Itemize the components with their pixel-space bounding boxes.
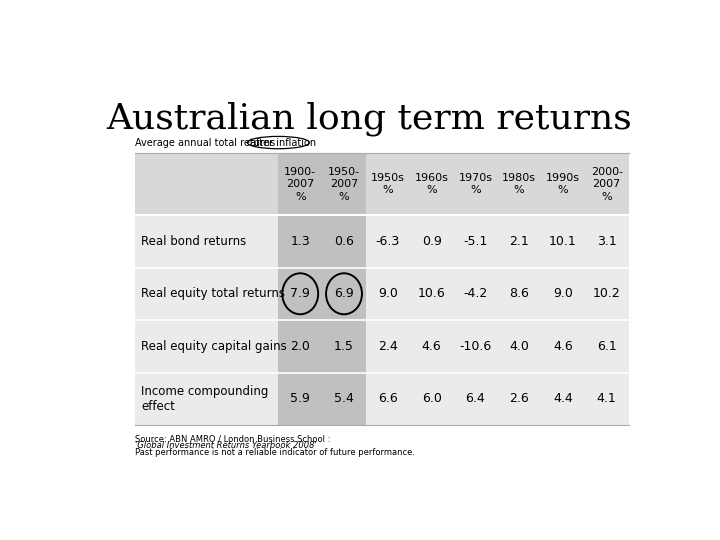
Text: 6.9: 6.9	[334, 287, 354, 300]
Text: 4.0: 4.0	[509, 340, 529, 353]
Text: 0.6: 0.6	[334, 235, 354, 248]
Text: Real equity capital gains: Real equity capital gains	[141, 340, 287, 353]
Text: 6.6: 6.6	[378, 393, 397, 406]
FancyBboxPatch shape	[135, 153, 629, 215]
Text: 8.6: 8.6	[509, 287, 529, 300]
Text: 2000-
2007
%: 2000- 2007 %	[590, 167, 623, 201]
Text: 'Global Investment Returns Yearbook 2008': 'Global Investment Returns Yearbook 2008…	[135, 441, 317, 450]
Text: Income compounding
effect: Income compounding effect	[141, 385, 269, 413]
Text: -6.3: -6.3	[376, 235, 400, 248]
Text: Real bond returns: Real bond returns	[141, 235, 246, 248]
Text: 5.4: 5.4	[334, 393, 354, 406]
Text: 10.6: 10.6	[418, 287, 446, 300]
Text: 7.9: 7.9	[290, 287, 310, 300]
Text: 9.0: 9.0	[553, 287, 573, 300]
Text: Source: ABN AMRO / London Business School :: Source: ABN AMRO / London Business Schoo…	[135, 434, 330, 443]
Text: 4.4: 4.4	[553, 393, 573, 406]
FancyBboxPatch shape	[135, 215, 629, 425]
Text: 10.2: 10.2	[593, 287, 621, 300]
Text: 9.0: 9.0	[378, 287, 397, 300]
Text: 3.1: 3.1	[597, 235, 616, 248]
FancyBboxPatch shape	[279, 153, 322, 425]
Text: 1960s
%: 1960s %	[415, 173, 449, 195]
Text: 4.6: 4.6	[422, 340, 441, 353]
Text: 1990s
%: 1990s %	[546, 173, 580, 195]
Text: after inflation: after inflation	[251, 138, 317, 149]
Text: 2.6: 2.6	[509, 393, 529, 406]
Text: -5.1: -5.1	[463, 235, 487, 248]
Text: 1950-
2007
%: 1950- 2007 %	[328, 167, 360, 201]
Text: 1900-
2007
%: 1900- 2007 %	[284, 167, 316, 201]
Text: Average annual total returns: Average annual total returns	[135, 138, 275, 149]
Text: -4.2: -4.2	[463, 287, 487, 300]
Text: 2.4: 2.4	[378, 340, 397, 353]
Text: 1.3: 1.3	[290, 235, 310, 248]
Text: -10.6: -10.6	[459, 340, 492, 353]
Text: 1970s
%: 1970s %	[459, 173, 492, 195]
Text: 2.1: 2.1	[509, 235, 529, 248]
Text: 2.0: 2.0	[290, 340, 310, 353]
Text: 10.1: 10.1	[549, 235, 577, 248]
Text: Past performance is not a reliable indicator of future performance.: Past performance is not a reliable indic…	[135, 448, 415, 457]
Text: 4.6: 4.6	[553, 340, 573, 353]
Text: 5.9: 5.9	[290, 393, 310, 406]
Text: 1950s
%: 1950s %	[371, 173, 405, 195]
Text: 6.1: 6.1	[597, 340, 616, 353]
Text: 4.1: 4.1	[597, 393, 616, 406]
Text: 6.4: 6.4	[466, 393, 485, 406]
FancyBboxPatch shape	[322, 153, 366, 425]
Text: 1980s
%: 1980s %	[502, 173, 536, 195]
Text: Australian long term returns: Australian long term returns	[106, 102, 632, 136]
Text: 6.0: 6.0	[422, 393, 441, 406]
Text: 1.5: 1.5	[334, 340, 354, 353]
Text: Real equity total returns: Real equity total returns	[141, 287, 285, 300]
Text: 0.9: 0.9	[422, 235, 441, 248]
